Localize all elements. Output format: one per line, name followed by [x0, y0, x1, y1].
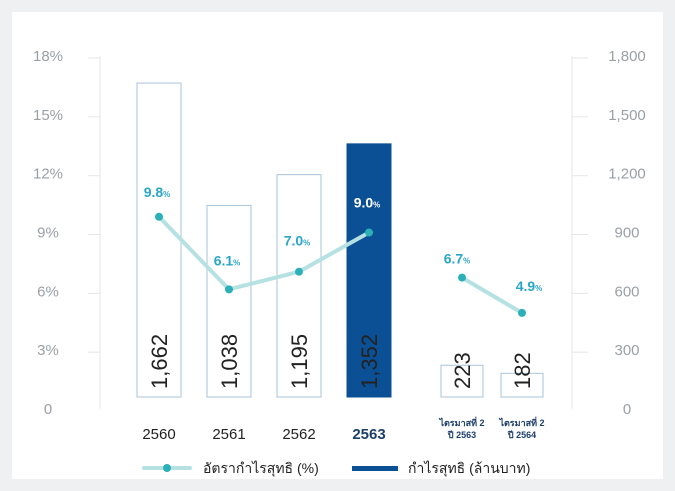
left-tick-label: 18% [33, 48, 63, 65]
right-tick-label: 900 [614, 225, 639, 242]
line-point [155, 212, 163, 221]
left-tick-label: 0 [44, 401, 52, 418]
line-point [365, 228, 373, 237]
line-value-label: 9.0% [354, 195, 381, 211]
x-tick-label: 2563 [352, 426, 385, 443]
line-value-label: 4.9% [516, 278, 543, 294]
bar-value-label: 1,352 [357, 334, 382, 389]
right-tick-label: 600 [614, 283, 639, 300]
legend-bar-swatch [352, 466, 398, 471]
series-line [157, 214, 371, 292]
x-tick-label: 2561 [212, 426, 245, 443]
right-tick-label: 300 [614, 342, 639, 359]
right-tick-label: 1,200 [608, 166, 646, 183]
bar [500, 372, 544, 398]
left-tick-label: 3% [37, 342, 59, 359]
x-tick-label: ปี 2564 [507, 430, 536, 440]
bar-value-label: 223 [450, 352, 475, 389]
bar [276, 174, 322, 398]
line-point [458, 273, 466, 282]
right-tick-label: 1,800 [608, 48, 646, 65]
line-point [295, 267, 303, 276]
line-value-label: 9.8% [144, 184, 171, 200]
bar [440, 364, 484, 398]
bar-value-label: 1,195 [287, 334, 312, 389]
right-tick-label: 0 [623, 401, 631, 418]
legend-bar-label: กำไรสุทธิ (ล้านบาท) [408, 460, 530, 477]
bar [346, 143, 392, 398]
legend-line-marker [163, 464, 171, 472]
line-point [225, 285, 233, 294]
left-tick-label: 12% [33, 166, 63, 183]
left-tick-label: 9% [37, 225, 59, 242]
left-tick-label: 15% [33, 107, 63, 124]
line-value-label: 6.1% [214, 252, 241, 268]
left-tick-label: 6% [37, 283, 59, 300]
plot-panel [12, 12, 663, 479]
line-value-label: 6.7% [444, 251, 471, 267]
bar-value-label: 1,662 [147, 334, 172, 389]
series-line [460, 275, 524, 315]
x-tick-label: 2560 [142, 426, 175, 443]
bar [206, 204, 252, 398]
x-tick-label: ไตรมาสที่ 2 [498, 416, 544, 428]
bar-value-label: 1,038 [217, 334, 242, 389]
line-point [518, 308, 526, 317]
x-tick-label: ปี 2563 [447, 430, 476, 440]
line-value-label: 7.0% [284, 233, 311, 249]
x-tick-label: ไตรมาสที่ 2 [438, 416, 484, 428]
legend-line-label: อัตรากำไรสุทธิ (%) [203, 460, 319, 477]
x-tick-label: 2562 [282, 426, 315, 443]
right-tick-label: 1,500 [608, 107, 646, 124]
bar-value-label: 182 [510, 352, 535, 389]
